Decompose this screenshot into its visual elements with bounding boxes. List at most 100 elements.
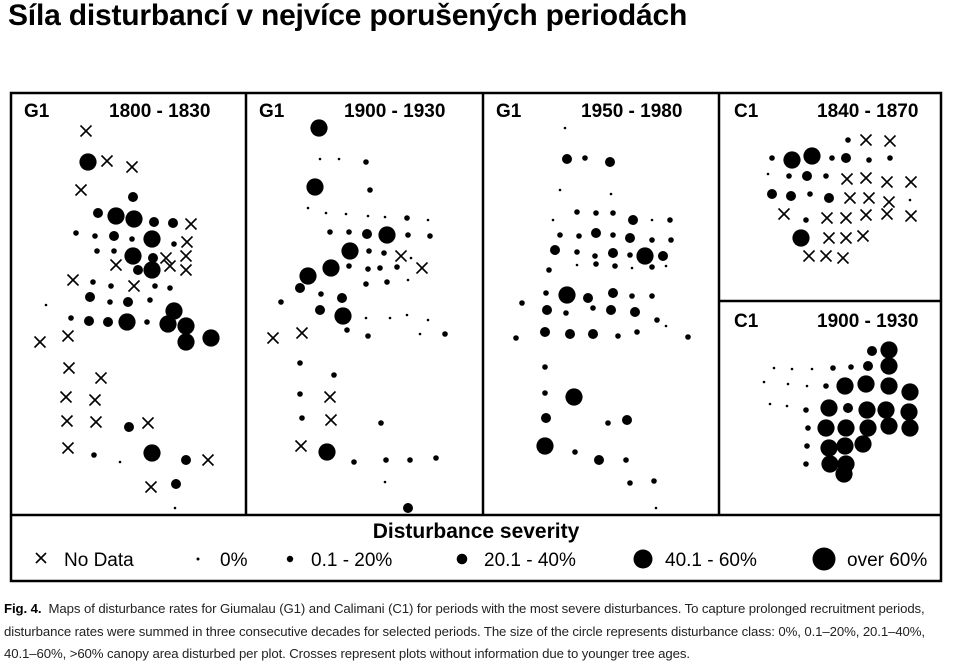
plot-severity-marker [880, 357, 898, 375]
legend-item-class-1: 0.1 - 20% [286, 550, 392, 571]
plot-severity-marker [378, 226, 396, 244]
plot-severity-marker [807, 191, 813, 197]
plot-severity-marker [418, 332, 422, 336]
plot-severity-marker [880, 377, 898, 395]
plot-no-data-marker [839, 211, 853, 225]
plot-severity-marker [836, 377, 854, 395]
plot-no-data-marker [59, 390, 73, 404]
plot-no-data-marker [179, 263, 193, 277]
plot-severity-marker [306, 206, 310, 210]
plot-severity-marker [442, 331, 448, 337]
plot-no-data-marker [839, 231, 853, 245]
plot-severity-marker [786, 382, 790, 386]
plot-severity-marker [540, 327, 550, 337]
plot-severity-marker [854, 435, 872, 453]
plot-severity-marker [133, 265, 143, 275]
plot-severity-marker [341, 242, 359, 260]
plot-severity-marker [148, 253, 158, 263]
plot-severity-marker [767, 189, 777, 199]
plot-severity-marker [346, 263, 352, 269]
legend-item-class-4: over 60% [812, 547, 927, 571]
plot-severity-marker [863, 361, 873, 371]
plot-no-data-marker [79, 124, 93, 138]
plot-severity-marker [109, 231, 119, 241]
plot-severity-marker [181, 455, 191, 465]
plot-severity-marker [299, 415, 305, 421]
plot-severity-marker [867, 346, 877, 356]
plot-no-data-marker [862, 191, 876, 205]
plot-severity-marker [542, 390, 548, 396]
plot-severity-marker [388, 316, 392, 320]
plot-severity-marker [125, 210, 143, 228]
plot-severity-marker [394, 264, 400, 270]
plot-severity-marker [93, 208, 103, 218]
plot-severity-marker [367, 187, 373, 193]
plot-severity-marker [363, 281, 369, 287]
plot-severity-marker [409, 256, 413, 260]
plot-severity-marker [823, 383, 829, 389]
plot-severity-marker [543, 290, 549, 296]
plot-no-data-marker [159, 251, 173, 265]
plot-severity-marker [837, 419, 855, 437]
plot-no-data-marker [266, 331, 280, 345]
plot-severity-marker [572, 449, 578, 455]
plot-severity-marker [583, 293, 593, 303]
plot-severity-marker [143, 444, 161, 462]
plot-severity-marker [177, 317, 195, 335]
plot-severity-marker [783, 151, 801, 169]
panel-stand-label: G1 [24, 101, 50, 122]
plot-severity-marker [315, 305, 325, 315]
plot-no-data-marker [859, 208, 873, 222]
plot-severity-marker [297, 391, 303, 397]
plot-severity-marker [772, 366, 776, 370]
plot-no-data-marker [94, 371, 108, 385]
plot-severity-marker [685, 334, 691, 340]
legend-label: 0.1 - 20% [311, 550, 392, 571]
plot-severity-marker [608, 248, 618, 258]
figure-frame [9, 91, 943, 583]
plot-severity-marker [622, 415, 632, 425]
plot-severity-marker [519, 300, 525, 306]
plot-severity-marker [786, 173, 792, 179]
plot-severity-marker [68, 315, 74, 321]
plot-severity-marker [108, 283, 114, 289]
plot-severity-marker [318, 157, 322, 161]
plot-severity-marker [337, 157, 341, 161]
plot-severity-marker [295, 283, 305, 293]
plot-severity-marker [563, 310, 569, 316]
plot-severity-marker [159, 315, 177, 333]
plot-severity-marker [650, 218, 654, 222]
plot-no-data-marker [33, 335, 47, 349]
plot-severity-marker [557, 232, 563, 238]
plot-severity-marker [805, 425, 811, 431]
plot-severity-marker [877, 401, 895, 419]
plot-severity-marker [123, 297, 133, 307]
plot-no-data-marker [88, 393, 102, 407]
plot-no-data-marker [859, 133, 873, 147]
plot-no-data-marker [61, 441, 75, 455]
legend-label: 40.1 - 60% [665, 550, 757, 571]
plot-no-data-marker [323, 390, 337, 404]
caption-label: Fig. 4. [4, 601, 42, 616]
plot-severity-marker [593, 261, 599, 267]
plot-severity-marker [177, 333, 195, 351]
plot-severity-marker [362, 229, 372, 239]
plot-severity-marker [823, 173, 829, 179]
plot-severity-marker [384, 279, 390, 285]
plot-severity-marker [90, 279, 96, 285]
plot-severity-marker [605, 157, 615, 167]
plot-severity-marker [318, 291, 324, 297]
plot-no-data-marker [836, 251, 850, 265]
plot-severity-marker [143, 261, 161, 279]
slide-title: Síla disturbancí v nejvíce porušených pe… [8, 0, 688, 32]
plot-no-data-marker [904, 175, 918, 189]
plot-severity-marker [541, 413, 551, 423]
plot-severity-marker [404, 215, 410, 221]
plot-severity-marker [591, 228, 601, 238]
plot-severity-marker [627, 252, 633, 258]
plot-severity-marker [668, 237, 674, 243]
plot-severity-marker [625, 233, 635, 243]
plot-severity-marker [908, 198, 912, 202]
plot-no-data-marker [127, 279, 141, 293]
plot-severity-marker [565, 388, 583, 406]
